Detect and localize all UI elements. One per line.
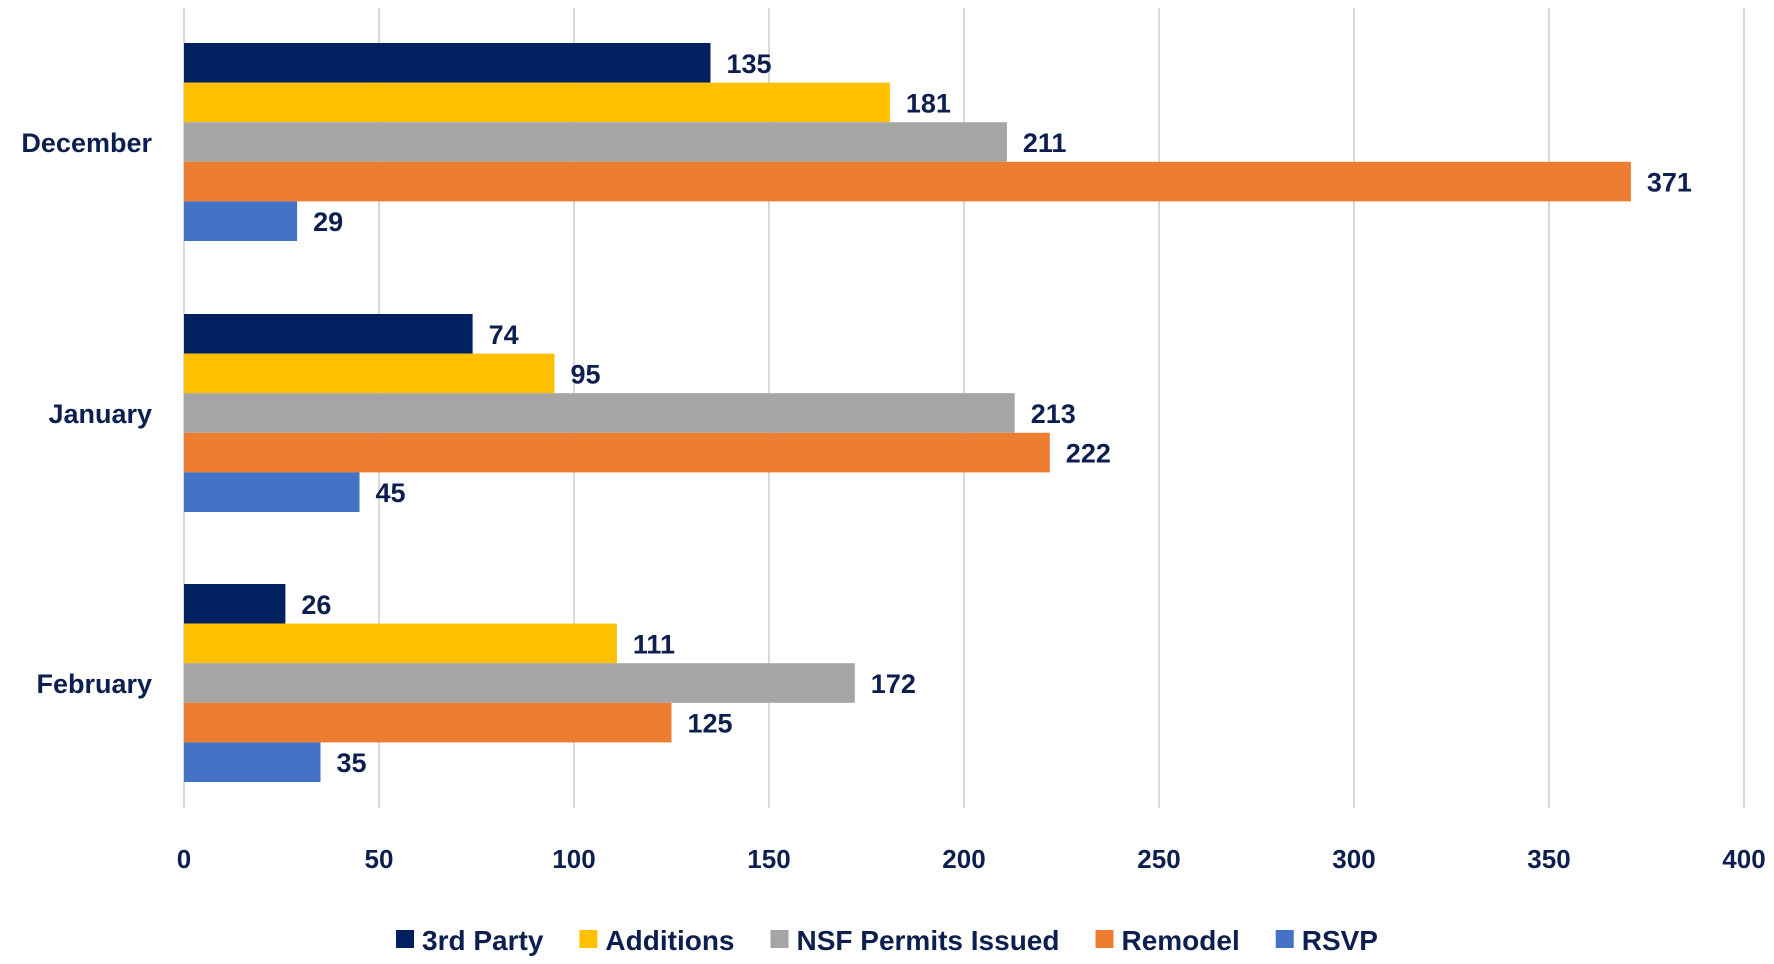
legend-label: 3rd Party	[422, 925, 544, 956]
x-tick-label: 300	[1332, 844, 1375, 874]
bar-nsf-permits-issued-february	[184, 663, 855, 703]
data-label: 74	[489, 320, 519, 350]
data-label: 111	[633, 629, 675, 659]
x-tick-label: 250	[1137, 844, 1180, 874]
legend-swatch-rsvp	[1275, 930, 1294, 948]
data-label: 45	[376, 478, 406, 508]
bar-3rd-party-december	[184, 43, 711, 83]
data-labels: 135 181 211 371 29 74 95 213 222 45 26 111 172 125 35	[301, 49, 1692, 778]
data-label: 125	[688, 709, 733, 739]
x-tick-label: 150	[747, 844, 790, 874]
legend-swatch-nsf-permits-issued	[770, 930, 789, 948]
bar-additions-february	[184, 623, 617, 664]
x-tick-label: 200	[942, 844, 985, 874]
bar-3rd-party-january	[184, 314, 473, 354]
data-label: 211	[1023, 128, 1067, 158]
category-label: December	[21, 128, 152, 158]
bar-rsvp-december	[184, 201, 298, 241]
bar-rsvp-january	[184, 472, 360, 512]
bar-additions-december	[184, 82, 890, 123]
category-label: January	[48, 399, 152, 429]
data-label: 26	[301, 590, 331, 620]
bar-remodel-february	[184, 702, 672, 743]
legend-label: NSF Permits Issued	[797, 925, 1060, 956]
data-label: 222	[1066, 439, 1111, 469]
bar-3rd-party-february	[184, 584, 286, 624]
legend: 3rd Party Additions NSF Permits Issued Remo…	[396, 925, 1378, 956]
x-tick-label: 350	[1527, 844, 1570, 874]
data-label: 213	[1031, 399, 1076, 429]
x-tick-label: 400	[1722, 844, 1765, 874]
legend-label: Additions	[605, 925, 734, 956]
bar-nsf-permits-issued-december	[184, 122, 1007, 162]
legend-swatch-3rd-party	[396, 930, 415, 948]
x-tick-label: 100	[552, 844, 595, 874]
bar-remodel-december	[184, 161, 1631, 202]
legend-label: Remodel	[1121, 925, 1239, 956]
bars	[184, 43, 1631, 782]
legend-label: RSVP	[1302, 925, 1378, 956]
bar-additions-january	[184, 353, 555, 394]
data-label: 181	[906, 88, 951, 118]
data-label: 371	[1647, 168, 1692, 198]
bar-rsvp-february	[184, 742, 321, 782]
category-label: February	[36, 669, 152, 699]
bar-remodel-january	[184, 432, 1050, 473]
data-label: 172	[871, 669, 916, 699]
data-label: 95	[571, 359, 601, 389]
x-tick-label: 50	[365, 844, 394, 874]
bar-nsf-permits-issued-january	[184, 393, 1015, 433]
data-label: 35	[337, 748, 367, 778]
legend-swatch-remodel	[1095, 930, 1114, 948]
category-labels: December January February	[21, 128, 152, 699]
legend-swatch-additions	[579, 930, 598, 948]
x-axis-ticks: 0 50 100 150 200 250 300 350 400	[177, 844, 1766, 874]
x-tick-label: 0	[177, 844, 191, 874]
data-label: 29	[313, 207, 343, 237]
data-label: 135	[727, 49, 772, 79]
